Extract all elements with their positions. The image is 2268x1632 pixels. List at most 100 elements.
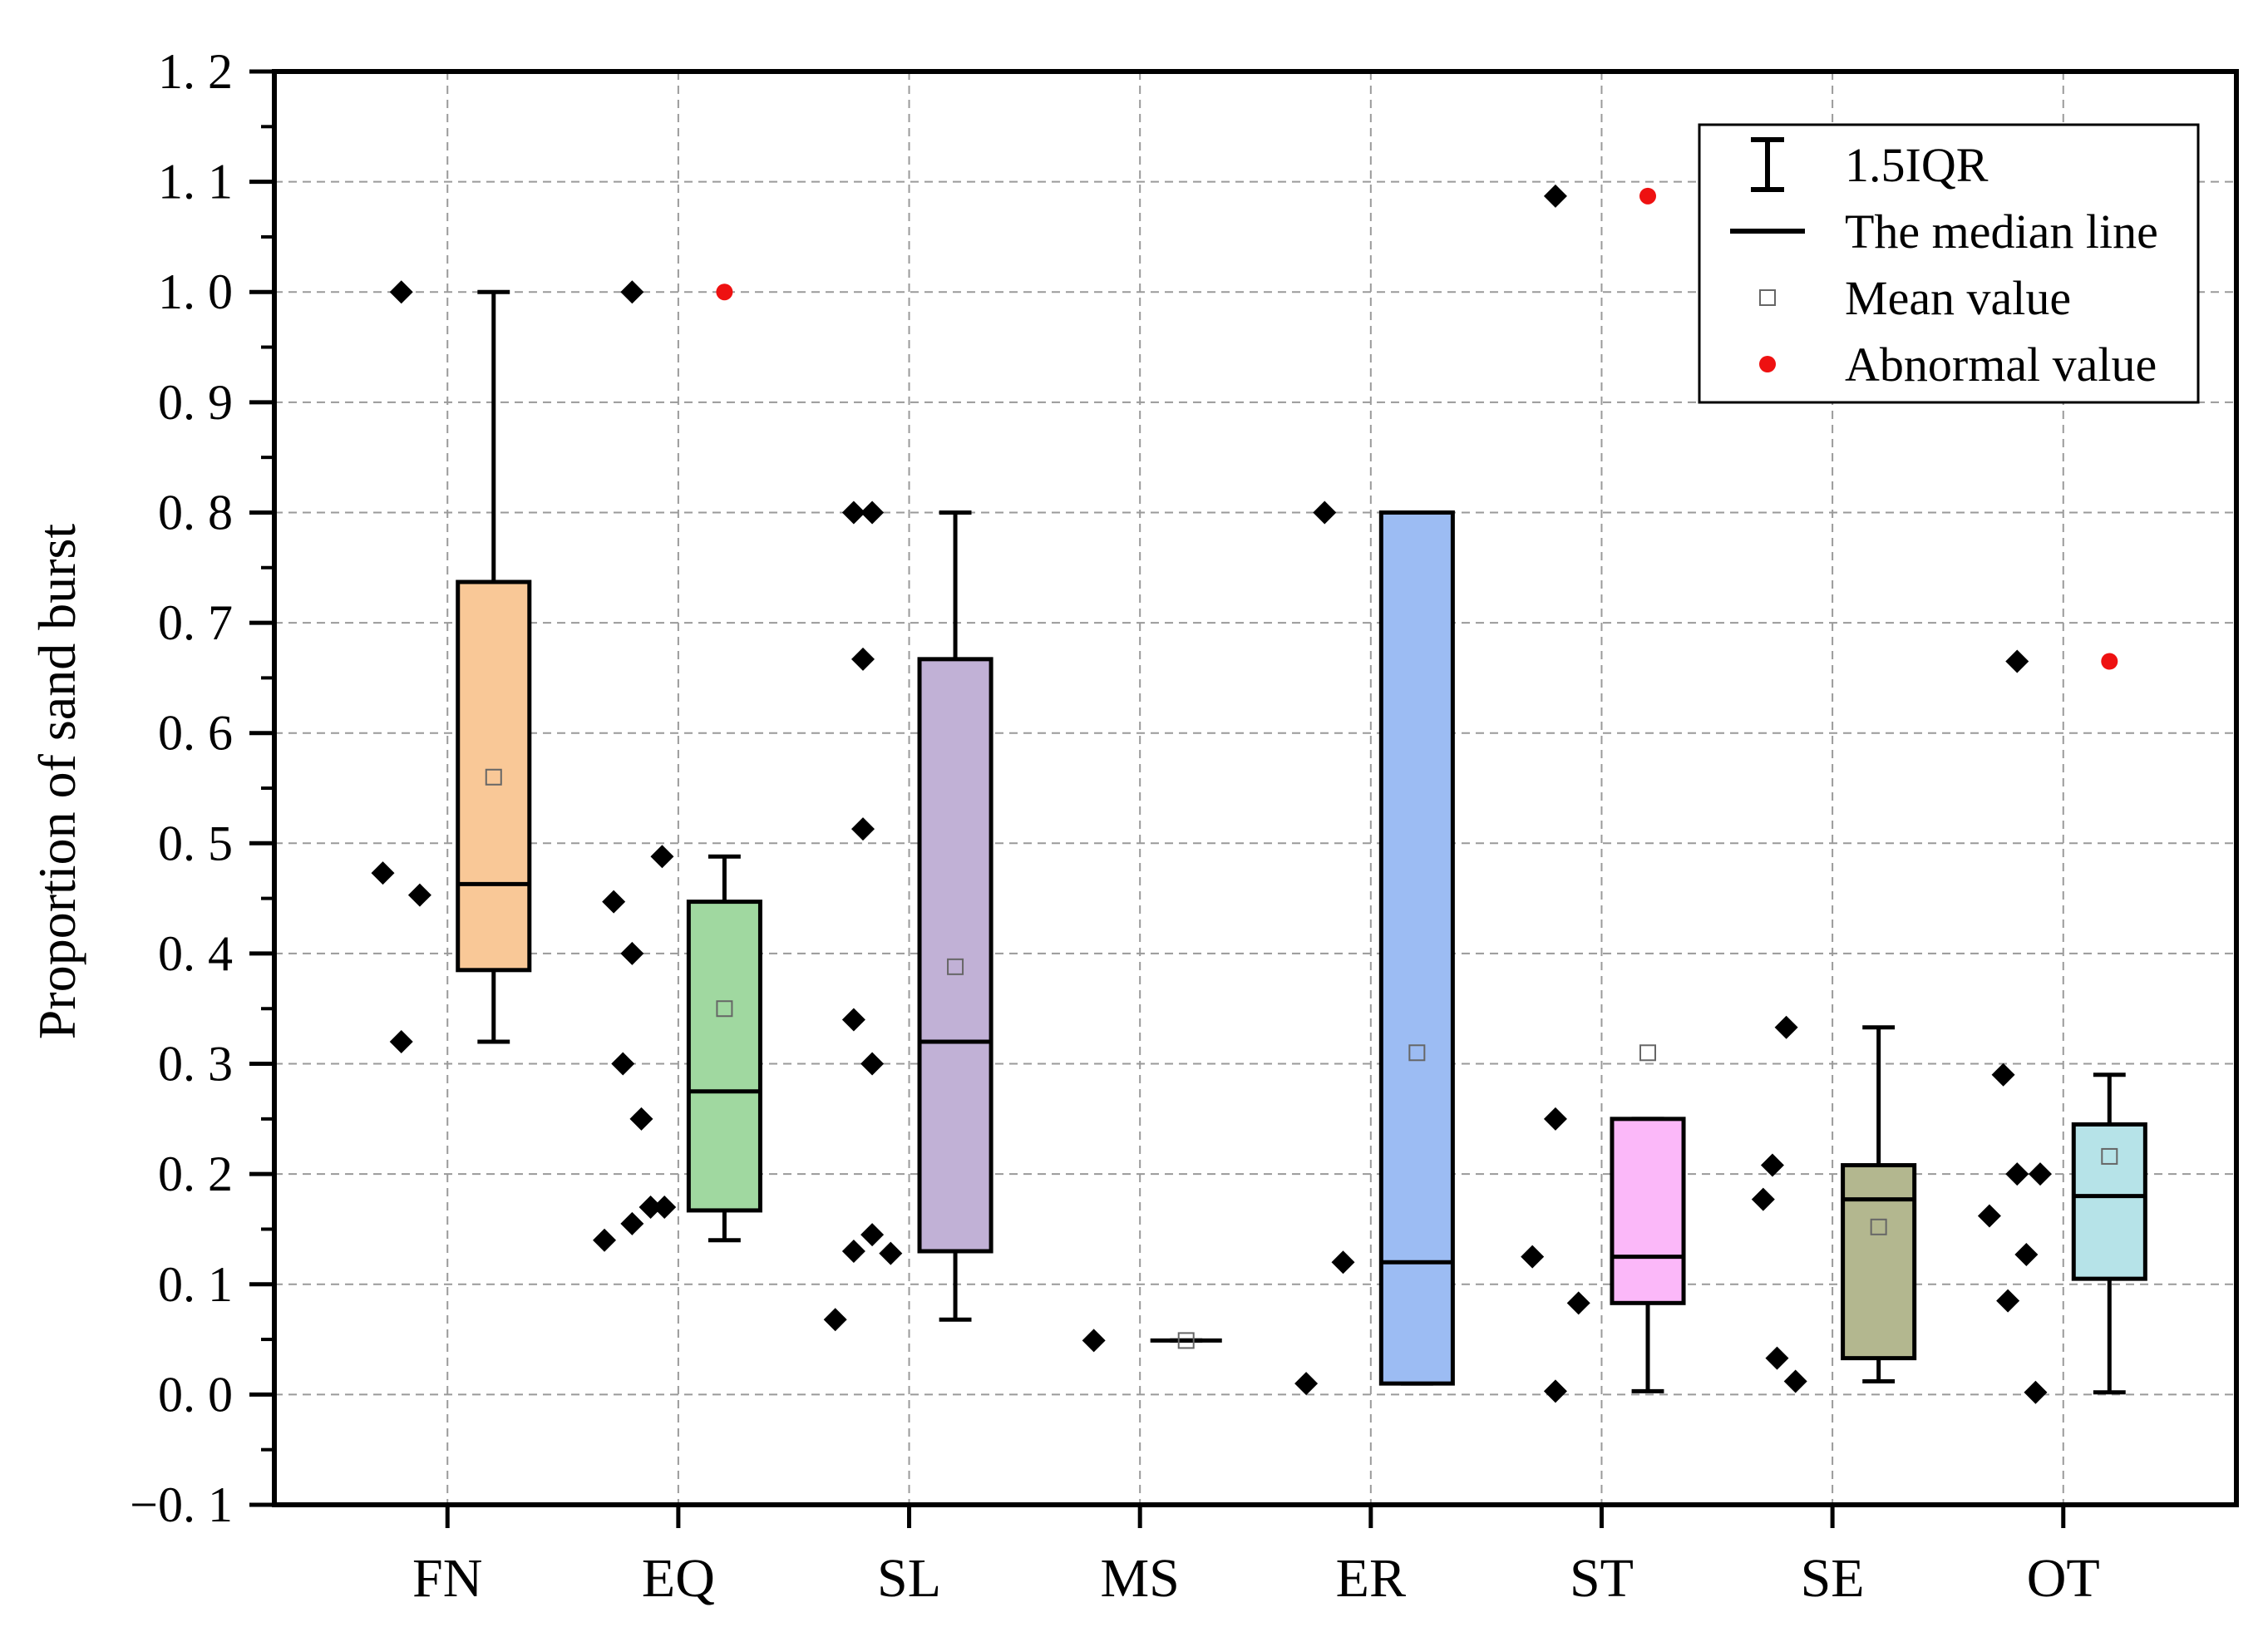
box-ot: [2071, 1122, 2147, 1281]
y-tick-label: 0. 6: [158, 706, 233, 761]
raw-data-point: [2014, 1242, 2039, 1266]
box-eq: [686, 900, 762, 1213]
box-se: [1841, 1163, 1917, 1361]
raw-data-point: [860, 1052, 885, 1076]
mean-marker: [485, 768, 502, 786]
raw-data-point: [860, 1223, 885, 1247]
raw-data-point: [1313, 500, 1337, 525]
raw-data-point: [2029, 1162, 2052, 1186]
y-tick-label: −0. 1: [130, 1477, 233, 1532]
raw-data-point: [2005, 649, 2029, 673]
raw-data-point: [841, 1008, 865, 1032]
raw-data-point: [1331, 1250, 1355, 1275]
raw-data-point: [593, 1228, 617, 1252]
x-category-label-er: ER: [1336, 1548, 1406, 1609]
y-tick-label: 0. 3: [158, 1037, 233, 1092]
raw-data-point: [620, 1211, 644, 1235]
data-points: [371, 184, 2118, 1404]
legend-box: [1698, 123, 2200, 404]
raw-data-point: [841, 1239, 865, 1263]
outlier-point: [2101, 653, 2118, 670]
legend-label: 1.5IQR: [1845, 138, 1989, 192]
mean-marker: [2101, 1147, 2118, 1165]
mean-marker: [1177, 1332, 1195, 1349]
raw-data-point: [860, 500, 885, 525]
legend-label: Mean value: [1845, 271, 2071, 325]
raw-data-point: [389, 280, 413, 304]
y-tick-label: 0. 8: [158, 485, 233, 540]
box-er: [1378, 510, 1455, 1386]
raw-data-point: [650, 845, 674, 869]
y-tick-label: 0. 2: [158, 1146, 233, 1201]
raw-data-point: [371, 861, 395, 885]
raw-data-point: [1996, 1289, 2020, 1313]
y-tick-label: 0. 4: [158, 926, 233, 981]
raw-data-point: [389, 1030, 413, 1054]
y-axis-title: Proportion of sand burst: [27, 524, 86, 1040]
mean-marker: [1408, 1044, 1426, 1062]
raw-data-point: [2005, 1162, 2029, 1186]
mean-marker: [947, 958, 964, 975]
y-tick-label: 0. 7: [158, 595, 233, 650]
box-st: [1610, 1117, 1686, 1305]
raw-data-point: [1543, 1379, 1567, 1403]
raw-data-point: [1566, 1291, 1590, 1315]
legend-label: Abnormal value: [1845, 338, 2157, 392]
raw-data-point: [2024, 1380, 2048, 1404]
raw-data-point: [1082, 1329, 1106, 1353]
grid-lines: [274, 71, 2236, 1505]
raw-data-point: [851, 647, 875, 671]
raw-data-point: [879, 1241, 903, 1265]
mean-marker: [716, 1000, 733, 1018]
legend: 1.5IQR The median line Mean value Abnormal …: [1698, 123, 2200, 404]
axes: −0. 1 0. 0 0. 1 0. 2 0. 3 0. 4 0. 5 0. 6 0. 7 0. …: [130, 44, 2239, 1609]
mean-marker: [1639, 1044, 1656, 1062]
x-category-label-ms: MS: [1100, 1548, 1179, 1609]
raw-data-point: [851, 817, 875, 841]
boxes: [456, 289, 2147, 1395]
y-tick-label: 0. 9: [158, 375, 233, 430]
y-tick-label: 0. 5: [158, 816, 233, 870]
raw-data-point: [1751, 1187, 1775, 1211]
legend-label: The median line: [1845, 205, 2158, 259]
legend-mean-square-icon: [1759, 289, 1776, 306]
x-category-label-sl: SL: [877, 1548, 941, 1609]
box-sl: [917, 657, 993, 1254]
outlier-point: [716, 284, 733, 301]
raw-data-point: [1760, 1153, 1784, 1177]
raw-data-point: [638, 1195, 663, 1219]
mean-marker: [1870, 1218, 1887, 1235]
box-fn: [456, 579, 532, 973]
y-tick-label: 0. 0: [158, 1367, 233, 1422]
raw-data-point: [1521, 1245, 1545, 1269]
raw-data-point: [1977, 1204, 2001, 1228]
x-category-label-st: ST: [1570, 1548, 1634, 1609]
raw-data-point: [841, 500, 865, 525]
x-category-label-fn: FN: [412, 1548, 482, 1609]
raw-data-point: [407, 883, 431, 907]
x-category-label-eq: EQ: [642, 1548, 715, 1609]
raw-data-point: [823, 1308, 847, 1332]
raw-data-point: [1543, 1107, 1567, 1131]
y-tick-label: 1. 0: [158, 264, 233, 319]
raw-data-point: [629, 1107, 653, 1131]
raw-data-point: [1991, 1063, 2015, 1087]
raw-data-point: [1765, 1346, 1789, 1370]
raw-data-point: [602, 890, 626, 914]
y-tick-label: 1. 2: [158, 44, 233, 99]
raw-data-point: [1294, 1372, 1319, 1396]
y-tick-label: 1. 1: [158, 155, 233, 210]
raw-data-point: [1774, 1015, 1798, 1039]
raw-data-point: [653, 1195, 677, 1219]
x-category-label-se: SE: [1801, 1548, 1865, 1609]
raw-data-point: [1783, 1369, 1807, 1393]
raw-data-point: [611, 1052, 635, 1076]
raw-data-point: [620, 941, 644, 965]
raw-data-point: [620, 280, 644, 304]
y-tick-label: 0. 1: [158, 1257, 233, 1312]
legend-outlier-dot-icon: [1759, 356, 1776, 372]
raw-data-point: [1543, 184, 1567, 208]
x-category-label-ot: OT: [2027, 1548, 2100, 1609]
outlier-point: [1639, 187, 1656, 205]
